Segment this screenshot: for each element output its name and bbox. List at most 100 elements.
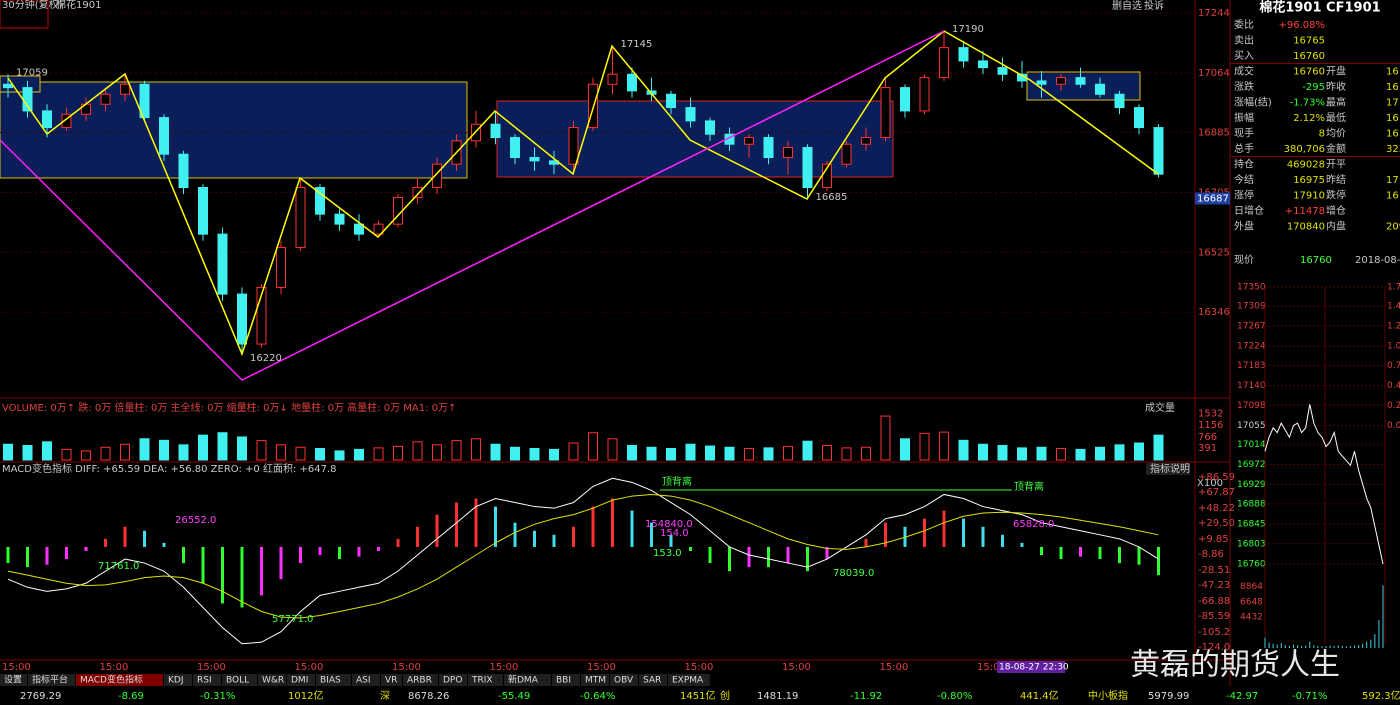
- tab[interactable]: TRIX: [471, 676, 493, 686]
- macd-bar: [669, 534, 673, 547]
- volume-bar: [919, 432, 930, 461]
- candle-body: [315, 187, 325, 215]
- candle-body: [744, 137, 754, 145]
- value: 16765: [1293, 36, 1325, 47]
- tab[interactable]: BIAS: [320, 676, 341, 686]
- zone: [0, 81, 468, 179]
- tab[interactable]: ASI: [356, 676, 371, 686]
- macd-bar: [182, 546, 185, 564]
- tab[interactable]: 新DMA: [508, 674, 539, 686]
- price-annotation: 16685: [816, 192, 848, 203]
- macd-bar: [377, 546, 380, 551]
- y-tick-label: 16885: [1198, 128, 1230, 139]
- x-tick-label: 15:00: [197, 662, 226, 673]
- price-annotation: 17059: [16, 67, 48, 78]
- label: 卖出: [1234, 34, 1254, 47]
- volume-bar: [607, 438, 618, 461]
- tab-bg: [668, 674, 710, 686]
- y-tick-label: 8864: [1240, 582, 1263, 592]
- macd-annotation: 154.0: [660, 528, 689, 539]
- volume-bar: [1114, 444, 1125, 461]
- volume-bar: [393, 445, 403, 461]
- button[interactable]: 删自选: [1112, 0, 1142, 12]
- watermark: 黄磊的期货人生: [1130, 648, 1340, 683]
- tab[interactable]: SAR: [643, 676, 661, 686]
- tab-bg: [0, 674, 27, 686]
- macd-bar: [84, 546, 88, 551]
- y-tick-label: 16845: [1237, 520, 1266, 530]
- volume-bar: [22, 444, 33, 461]
- y-tick-label: -105.2: [1198, 627, 1230, 638]
- volume-bar: [412, 441, 423, 461]
- tab[interactable]: VR: [385, 676, 397, 686]
- date: 2018-08-2: [1355, 255, 1400, 266]
- volume-bar: [1134, 442, 1144, 461]
- tab[interactable]: EXPMA: [672, 676, 704, 686]
- value: 16: [1386, 113, 1399, 124]
- label: 金额: [1326, 142, 1346, 155]
- candle-body: [705, 120, 715, 135]
- tab[interactable]: RSI: [197, 676, 212, 686]
- y-tick-label: 391: [1198, 443, 1217, 454]
- tab[interactable]: OBV: [614, 676, 634, 686]
- candle-body: [3, 83, 13, 89]
- macd-bar: [747, 546, 751, 568]
- macd-bar: [318, 546, 322, 555]
- tab[interactable]: MTM: [585, 676, 606, 686]
- status-item: 8678.26: [408, 691, 449, 702]
- macd-bar: [240, 546, 244, 608]
- tab[interactable]: ARBR: [407, 676, 432, 686]
- candle-body: [783, 147, 793, 159]
- macd-bar: [533, 530, 536, 547]
- macd-bar: [981, 526, 985, 547]
- volume-bar: [61, 448, 72, 461]
- price-tag: [1195, 192, 1230, 205]
- price-annotation: 17145: [621, 39, 653, 50]
- macd-annotation: 78039.0: [833, 568, 874, 579]
- tab[interactable]: MACD变色指标: [80, 674, 143, 686]
- tab[interactable]: W&R: [262, 676, 284, 686]
- candle-body: [159, 117, 169, 155]
- candle-body: [61, 113, 72, 129]
- label: 总手: [1234, 142, 1254, 155]
- macd-bar: [201, 546, 205, 584]
- macd-bar: [1059, 546, 1063, 560]
- tab-bg: [581, 674, 609, 686]
- y-tick-label: +29.50: [1198, 518, 1235, 529]
- selector[interactable]: 成交量: [1145, 401, 1175, 414]
- tab[interactable]: BBI: [556, 676, 571, 686]
- volume-bar: [705, 445, 715, 461]
- macd-bar: [786, 546, 790, 564]
- tab[interactable]: 设置: [4, 675, 22, 686]
- button[interactable]: 指标说明: [1150, 462, 1190, 475]
- y-tick-label: 17183: [1237, 361, 1266, 371]
- status-item: 2769.29: [20, 691, 61, 702]
- macd-bar: [474, 498, 478, 547]
- unit: X100: [1197, 478, 1223, 489]
- macd-bar: [45, 546, 49, 565]
- candle-body: [237, 293, 247, 345]
- tab[interactable]: BOLL: [226, 676, 249, 686]
- candle-body: [1114, 93, 1125, 109]
- tab-bg: [610, 674, 638, 686]
- tab-bg: [287, 674, 315, 686]
- macd-bar: [65, 546, 68, 560]
- macd-bar: [416, 526, 419, 547]
- x-tick-label: 15:00: [782, 662, 811, 673]
- pct-label: 0.2: [1387, 401, 1400, 411]
- button[interactable]: 投诉: [1144, 0, 1164, 12]
- value: 16: [1386, 191, 1399, 202]
- candle-body: [256, 286, 267, 345]
- tab[interactable]: DPO: [443, 676, 462, 686]
- macd-bar: [611, 498, 614, 547]
- volume-bar: [861, 446, 871, 461]
- x-tick-label: 15:00: [977, 662, 1006, 673]
- price-annotation: 17190: [952, 24, 984, 35]
- status-item: -55.49: [498, 691, 530, 702]
- macd-bar: [123, 526, 127, 547]
- tab[interactable]: DMI: [291, 676, 308, 686]
- status-item: -11.92: [850, 691, 882, 702]
- tab[interactable]: KDJ: [168, 676, 184, 686]
- tab[interactable]: 指标平台: [32, 674, 68, 686]
